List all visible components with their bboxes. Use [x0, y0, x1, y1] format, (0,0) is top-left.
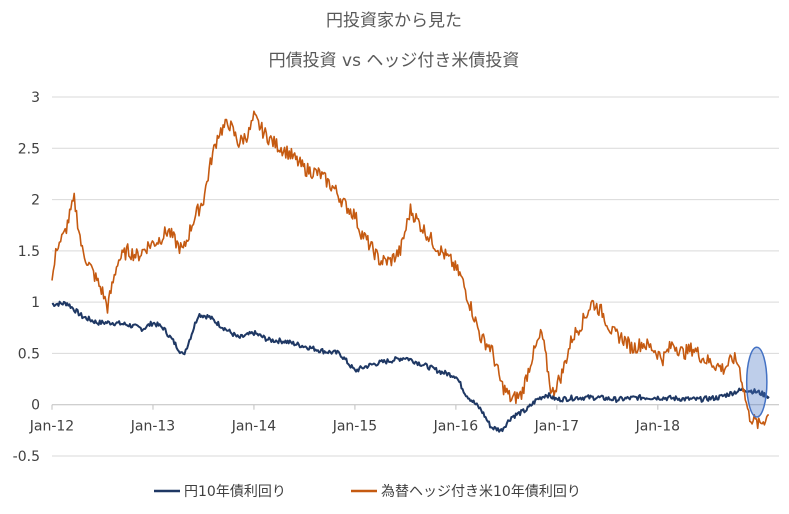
- y-tick-label: 1: [31, 295, 40, 311]
- y-tick-label: 0.5: [18, 346, 40, 362]
- x-tick-label: Jan-14: [231, 419, 277, 435]
- x-tick-label: Jan-18: [635, 419, 680, 435]
- x-tick-label: Jan-16: [433, 419, 479, 435]
- y-axis-ticks: 3 2.5 2 1.5 1 0.5 0 -0.5: [13, 90, 40, 465]
- x-tick-label: Jan-13: [130, 419, 175, 435]
- y-tick-label: 2: [31, 193, 40, 209]
- x-tick-label: Jan-12: [29, 419, 74, 435]
- y-tick-label: 0: [31, 398, 40, 414]
- y-tick-label: 1.5: [18, 244, 40, 260]
- chart-title-line1: 円投資家から見た: [326, 11, 462, 31]
- highlight-ellipse: [745, 346, 768, 418]
- series-line-jgb-10y: [51, 300, 770, 433]
- legend-label: 為替ヘッジ付き米10年債利回り: [381, 484, 581, 500]
- x-axis-ticks: Jan-12 Jan-13 Jan-14 Jan-15 Jan-16 Jan-17 Jan-…: [29, 404, 680, 435]
- legend-label: 円10年債利回り: [184, 484, 286, 500]
- gridlines: [52, 96, 779, 457]
- x-tick-label: Jan-15: [332, 419, 377, 435]
- x-tick-label: Jan-17: [534, 419, 579, 435]
- series-lines: [51, 110, 770, 433]
- legend: 円10年債利回り 為替ヘッジ付き米10年債利回り: [154, 484, 581, 500]
- highlight-layer: [745, 346, 768, 418]
- series-line-hedged-ust-10y: [51, 110, 769, 430]
- y-tick-label: 2.5: [18, 141, 40, 157]
- y-tick-label: 3: [31, 90, 40, 106]
- chart-title-line2: 円債投資 vs ヘッジ付き米債投資: [269, 51, 520, 71]
- y-tick-label: -0.5: [13, 449, 40, 465]
